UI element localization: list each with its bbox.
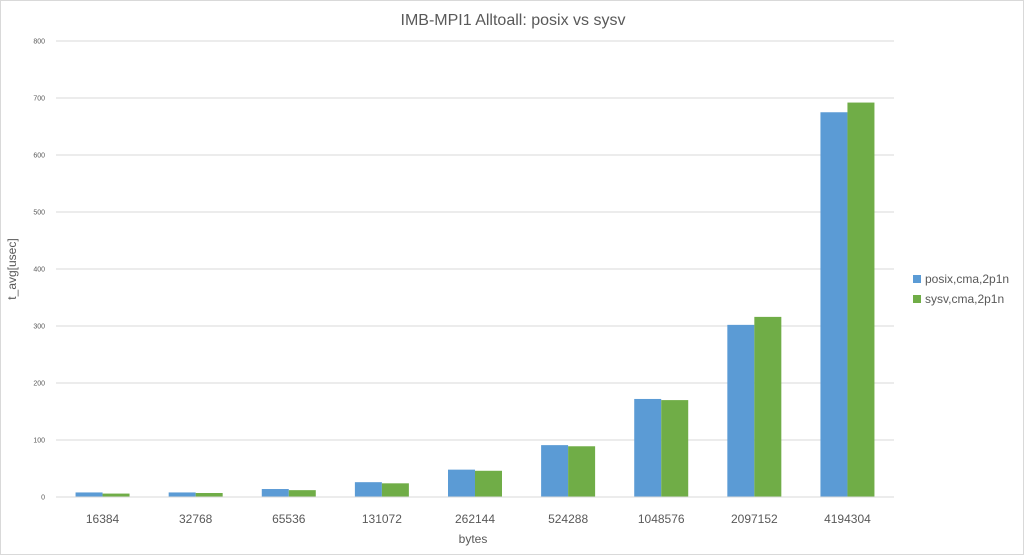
bar-posix — [634, 398, 662, 497]
x-tick-label: 16384 — [86, 512, 120, 526]
x-axis-ticks: 16384 32768 65536 131072 262144 524288 1048576… — [86, 512, 871, 526]
legend-label: posix,cma,2p1n — [925, 272, 1009, 286]
bar-sysv — [754, 316, 782, 497]
x-tick-label: 32768 — [179, 512, 213, 526]
bar-sysv — [195, 493, 223, 497]
chart-title: IMB-MPI1 Alltoall: posix vs sysv — [401, 12, 626, 29]
y-tick-label: 200 — [33, 381, 45, 388]
x-tick-label: 524288 — [548, 512, 588, 526]
y-tick-label: 0 — [41, 495, 45, 502]
x-tick-label: 262144 — [455, 512, 495, 526]
bar-sysv — [661, 400, 689, 497]
y-tick-label: 300 — [33, 324, 45, 331]
bar-posix — [820, 112, 848, 497]
bar-posix — [727, 324, 755, 497]
bar-sysv — [475, 470, 502, 497]
bar-sysv — [568, 446, 596, 497]
y-tick-label: 400 — [33, 267, 45, 274]
legend-label: sysv,cma,2p1n — [925, 292, 1004, 306]
y-axis-ticks: 0 100 200 300 400 500 600 700 800 — [33, 39, 45, 502]
y-tick-label: 700 — [33, 96, 45, 103]
legend: posix,cma,2p1n sysv,cma,2p1n — [913, 272, 1009, 306]
legend-swatch — [913, 295, 921, 303]
bar-sysv — [381, 483, 409, 497]
y-tick-label: 500 — [33, 210, 45, 217]
x-tick-label: 2097152 — [731, 512, 778, 526]
bar-posix — [354, 482, 382, 497]
x-tick-label: 4194304 — [824, 512, 871, 526]
bar-posix — [75, 492, 103, 497]
y-tick-label: 800 — [33, 39, 45, 46]
bar-posix — [448, 469, 475, 497]
bar-sysv — [847, 102, 875, 497]
bar-sysv — [288, 490, 316, 497]
x-tick-label: 65536 — [272, 512, 306, 526]
y-tick-label: 600 — [33, 153, 45, 160]
y-axis-title: t_avg[usec] — [5, 238, 19, 299]
gridlines — [56, 40, 894, 441]
x-tick-label: 131072 — [362, 512, 402, 526]
bar-sysv — [102, 493, 130, 497]
x-tick-label: 1048576 — [638, 512, 685, 526]
legend-swatch — [913, 275, 921, 283]
bar-posix — [261, 489, 289, 497]
y-tick-label: 100 — [33, 438, 45, 445]
bar-posix — [541, 445, 569, 497]
x-axis-title: bytes — [459, 532, 488, 546]
bar-posix — [168, 492, 196, 497]
bars — [75, 102, 875, 497]
